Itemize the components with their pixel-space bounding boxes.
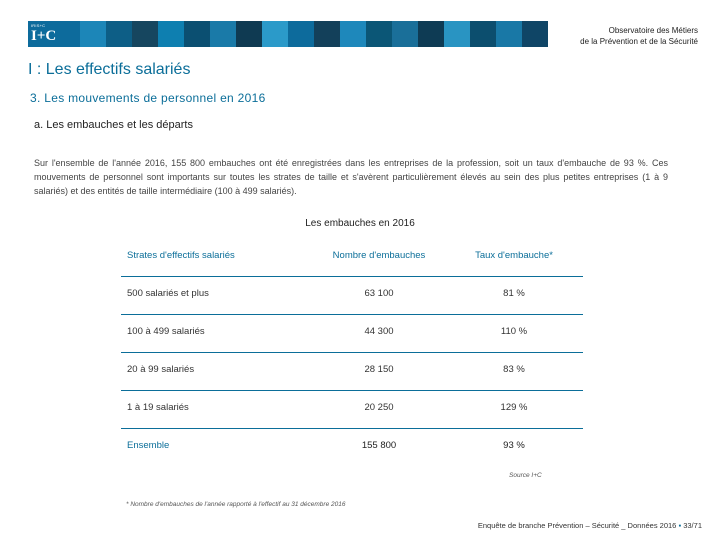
cell-taux: 129 % — [500, 402, 528, 413]
header-square — [444, 21, 470, 47]
footer-text: Enquête de branche Prévention – Sécurité… — [477, 521, 677, 530]
header-square — [236, 21, 262, 47]
cell-total-label: Ensemble — [127, 440, 170, 451]
cell-strate: 500 salariés et plus — [127, 288, 209, 299]
header-square — [210, 21, 236, 47]
header-square — [288, 21, 314, 47]
source-note: Source I+C — [509, 472, 542, 479]
sub-title: 3. Les mouvements de personnel en 2016 — [30, 91, 266, 105]
table-total-row: Ensemble 155 800 93 % — [121, 428, 583, 466]
header-square — [392, 21, 418, 47]
cell-taux: 83 % — [503, 364, 525, 375]
table-row: 100 à 499 salariés 44 300 110 % — [121, 314, 583, 353]
section-title: I : Les effectifs salariés — [28, 61, 191, 78]
header-square — [262, 21, 288, 47]
ipc-logo: IRIS+C I+C — [28, 21, 57, 47]
logo-big-text: I+C — [31, 28, 57, 44]
cell-strate: 1 à 19 salariés — [127, 402, 189, 413]
footnote: * Nombre d'embauches de l'année rapporté… — [126, 501, 346, 508]
table-header: Strates d'effectifs salariés Nombre d'em… — [121, 250, 583, 277]
subsub-title: a. Les embauches et les départs — [34, 119, 193, 131]
header-square — [418, 21, 444, 47]
header-square — [80, 21, 106, 47]
cell-nombre: 44 300 — [364, 326, 394, 337]
cell-nombre: 63 100 — [364, 288, 394, 299]
header-taux: Taux d'embauche* — [475, 250, 553, 261]
header-square — [314, 21, 340, 47]
table-title: Les embauches en 2016 — [305, 218, 415, 229]
cell-strate: 20 à 99 salariés — [127, 364, 195, 375]
cell-nombre: 28 150 — [364, 364, 394, 375]
table-row: 20 à 99 salariés 28 150 83 % — [121, 352, 583, 391]
header-square — [54, 21, 80, 47]
logo-small-text: IRIS+C — [31, 23, 46, 28]
observatoire-label: Observatoire des Métiers de la Préventio… — [580, 25, 698, 47]
header-square — [132, 21, 158, 47]
header-square — [106, 21, 132, 47]
page-number: 33/71 — [683, 521, 702, 530]
cell-taux: 110 % — [500, 326, 528, 337]
header-band: IRIS+C I+C — [28, 21, 548, 47]
cell-nombre: 20 250 — [364, 402, 394, 413]
header-square — [522, 21, 548, 47]
cell-total-nombre: 155 800 — [361, 440, 397, 451]
header-square — [184, 21, 210, 47]
table-row: 500 salariés et plus 63 100 81 % — [121, 276, 583, 315]
header-square — [366, 21, 392, 47]
cell-taux: 81 % — [503, 288, 525, 299]
cell-total-taux: 93 % — [503, 440, 525, 451]
header-strates: Strates d'effectifs salariés — [127, 250, 235, 261]
header-square — [340, 21, 366, 47]
page-footer: Enquête de branche Prévention – Sécurité… — [478, 521, 702, 530]
intro-paragraph: Sur l'ensemble de l'année 2016, 155 800 … — [34, 158, 668, 196]
header-square — [470, 21, 496, 47]
header-square — [496, 21, 522, 47]
footer-separator: ▪ — [678, 521, 682, 530]
cell-strate: 100 à 499 salariés — [127, 326, 205, 337]
header-nombre: Nombre d'embauches — [332, 250, 426, 261]
header-square — [158, 21, 184, 47]
observatoire-line-1: Observatoire des Métiers — [608, 26, 698, 35]
table-row: 1 à 19 salariés 20 250 129 % — [121, 390, 583, 429]
observatoire-line-2: de la Prévention et de la Sécurité — [580, 37, 698, 46]
